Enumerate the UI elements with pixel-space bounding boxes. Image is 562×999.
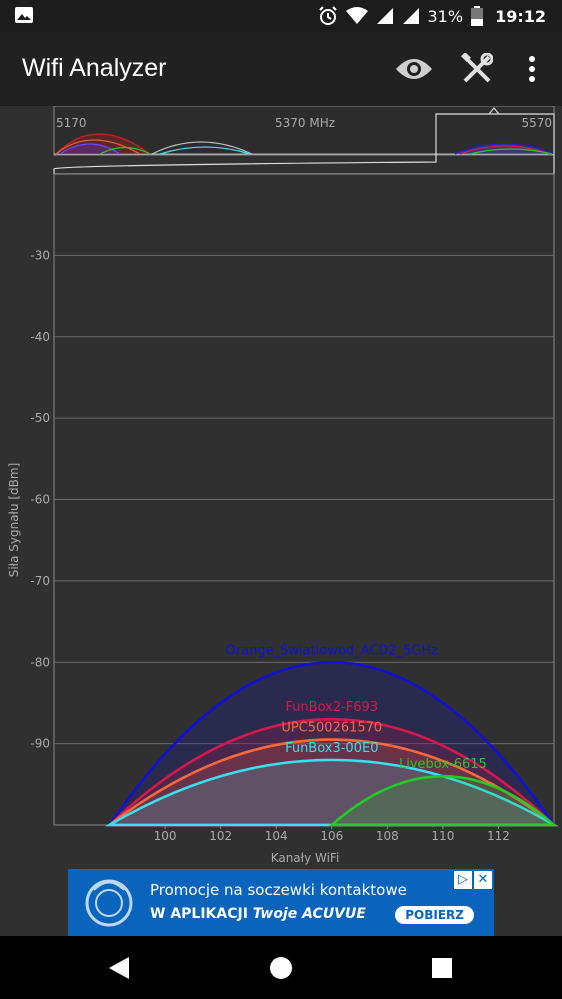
x-tick-label: 104 (265, 829, 288, 843)
clock: 19:12 (495, 6, 546, 26)
y-tick-label: -30 (30, 248, 50, 262)
alarm-icon (318, 6, 337, 25)
series-label: Livebox-6615 (399, 757, 487, 772)
y-axis: -30 -40 -50 -60 -70 -80 -90 (30, 248, 50, 750)
frequency-navigator[interactable]: 5170 5370 MHz 5570 (53, 105, 555, 175)
battery-icon (471, 6, 484, 26)
ad-headline: Promocje na soczewki kontaktowe (150, 881, 407, 899)
x-tick-label: 106 (320, 829, 343, 843)
adchoices-icon[interactable]: ▷ (454, 871, 472, 889)
chart-area[interactable]: 5170 5370 MHz 5570 -30 -40 -50 -60 -70 -80 -90… (0, 105, 562, 940)
y-tick-label: -40 (30, 330, 50, 344)
contact-lens-logo (85, 879, 133, 927)
tools-icon[interactable] (457, 49, 497, 89)
home-icon[interactable] (263, 950, 299, 986)
x-axis: 100 102 104 106 108 110 112 (154, 825, 510, 843)
close-icon[interactable]: ✕ (474, 871, 492, 889)
ad-download-button[interactable]: POBIERZ (395, 906, 474, 924)
app-toolbar: Wifi Analyzer (0, 32, 562, 106)
series-arc (328, 775, 558, 827)
y-tick-label: -60 (30, 493, 50, 507)
channel-graph[interactable]: 5170 5370 MHz 5570 -30 -40 -50 -60 -70 -80 -90… (0, 105, 562, 940)
x-tick-label: 108 (376, 829, 399, 843)
y-tick-label: -70 (30, 574, 50, 588)
y-tick-label: -80 (30, 655, 50, 669)
series-group: Orange_Swiatlowod_ACD2_5GHz FunBox2-F693 U… (104, 643, 559, 827)
series-label: Orange_Swiatlowod_ACD2_5GHz (226, 643, 439, 658)
eye-icon[interactable] (394, 49, 434, 89)
grid (54, 254, 554, 745)
signal-icon (376, 8, 393, 24)
more-vert-icon[interactable] (512, 49, 552, 89)
nav-label-start: 5170 (56, 116, 87, 130)
signal-icon (402, 8, 419, 24)
y-axis-label: Siła Sygnału [dBm] (7, 463, 21, 578)
battery-percent: 31% (427, 6, 464, 26)
ad-brand: Twoje ACUVUE (252, 906, 366, 922)
series-label: FunBox2-F693 (285, 700, 378, 715)
nav-label-end: 5570 (521, 116, 552, 130)
x-tick-label: 112 (487, 829, 510, 843)
series-label: UPC500261570 (281, 721, 382, 736)
ad-controls: ▷ ✕ (454, 871, 492, 889)
y-tick-label: -90 (30, 737, 50, 751)
back-icon[interactable] (102, 950, 138, 986)
status-bar: 31% 19:12 (0, 0, 562, 32)
nav-label-mid: 5370 MHz (275, 116, 335, 130)
x-tick-label: 102 (209, 829, 232, 843)
ad-subline: W APLIKACJI Twoje ACUVUE (150, 906, 366, 922)
viewport-selector[interactable] (53, 113, 555, 175)
series-label: FunBox3-00E0 (285, 741, 378, 756)
ad-subline-prefix: W APLIKACJI (150, 906, 253, 922)
x-tick-label: 110 (431, 829, 454, 843)
recents-icon[interactable] (424, 950, 460, 986)
x-axis-label: Kanały WiFi (271, 851, 340, 865)
app-title: Wifi Analyzer (22, 54, 167, 82)
series-arc (106, 717, 558, 827)
y-tick-label: -50 (30, 411, 50, 425)
x-tick-label: 100 (154, 829, 177, 843)
wifi-icon (345, 7, 368, 24)
series-arc (107, 661, 557, 827)
image-icon (15, 7, 33, 23)
ad-banner[interactable]: Promocje na soczewki kontaktowe W APLIKA… (68, 869, 494, 936)
system-nav-bar (0, 936, 562, 999)
